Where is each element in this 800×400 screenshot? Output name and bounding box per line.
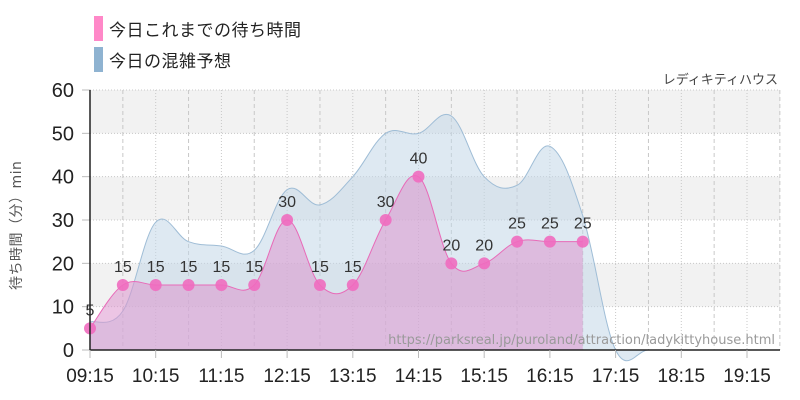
x-tick-label: 09:15 xyxy=(66,366,114,387)
data-point-label: 25 xyxy=(541,216,559,233)
data-point-marker xyxy=(248,279,261,291)
legend-label-forecast: 今日の混雑予想 xyxy=(109,51,232,72)
x-tick-label: 18:15 xyxy=(658,366,706,387)
legend-swatch-actual xyxy=(94,15,103,41)
data-point-marker xyxy=(543,235,556,248)
data-point-marker xyxy=(478,257,491,270)
data-point-label: 25 xyxy=(508,216,526,233)
legend-swatch-forecast xyxy=(94,46,103,72)
x-tick-label: 13:15 xyxy=(329,366,377,387)
x-tick-label: 11:15 xyxy=(198,366,244,387)
legend-label-actual: 今日これまでの待ち時間 xyxy=(109,20,302,41)
x-tick-label: 12:15 xyxy=(263,366,311,387)
data-point-label: 30 xyxy=(278,194,296,211)
data-point-marker xyxy=(412,170,425,183)
data-point-label: 25 xyxy=(574,216,592,233)
data-point-label: 15 xyxy=(213,259,231,276)
data-point-label: 15 xyxy=(147,259,165,276)
y-tick-label: 40 xyxy=(52,167,74,189)
x-tick-label: 15:15 xyxy=(460,366,508,387)
y-tick-label: 50 xyxy=(52,123,74,145)
data-point-marker xyxy=(379,214,392,226)
actual-line xyxy=(89,174,583,329)
y-tick-label: 0 xyxy=(63,340,74,362)
legend-item-forecast[interactable]: 今日の混雑予想 xyxy=(94,45,302,73)
data-point-label: 15 xyxy=(180,259,198,276)
data-point-label: 15 xyxy=(311,259,329,276)
legend-item-actual[interactable]: 今日これまでの待ち時間 xyxy=(94,14,302,42)
data-point-marker xyxy=(149,279,162,291)
x-tick-label: 17:15 xyxy=(592,366,640,387)
y-tick-label: 20 xyxy=(52,253,74,275)
data-point-marker xyxy=(182,279,195,291)
data-point-label: 30 xyxy=(377,194,395,211)
data-point-marker xyxy=(215,279,228,291)
data-point-marker xyxy=(116,279,129,291)
x-tick-label: 16:15 xyxy=(526,366,574,387)
data-point-marker xyxy=(313,279,326,291)
data-point-marker xyxy=(511,235,524,248)
data-point-label: 20 xyxy=(475,237,493,254)
data-point-marker xyxy=(281,214,294,226)
data-point-label: 15 xyxy=(245,259,263,276)
y-tick-label: 30 xyxy=(52,210,74,232)
y-tick-label: 10 xyxy=(52,297,74,319)
data-point-label: 40 xyxy=(410,151,428,168)
data-point-label: 15 xyxy=(344,259,362,276)
x-tick-label: 19:15 xyxy=(723,366,771,387)
actual-area xyxy=(90,175,583,350)
data-point-marker xyxy=(445,257,458,270)
data-point-marker xyxy=(346,279,359,291)
x-tick-label: 10:15 xyxy=(132,366,180,387)
data-point-marker xyxy=(576,235,589,248)
legend: 今日これまでの待ち時間 今日の混雑予想 xyxy=(94,14,302,76)
y-tick-label: 60 xyxy=(52,80,74,102)
data-point-label: 15 xyxy=(114,259,132,276)
data-point-label: 20 xyxy=(442,237,460,254)
attraction-name: レディキティハウス xyxy=(662,73,778,88)
x-tick-label: 14:15 xyxy=(395,366,443,387)
source-url: https://parksreal.jp/puroland/attraction… xyxy=(388,333,775,348)
